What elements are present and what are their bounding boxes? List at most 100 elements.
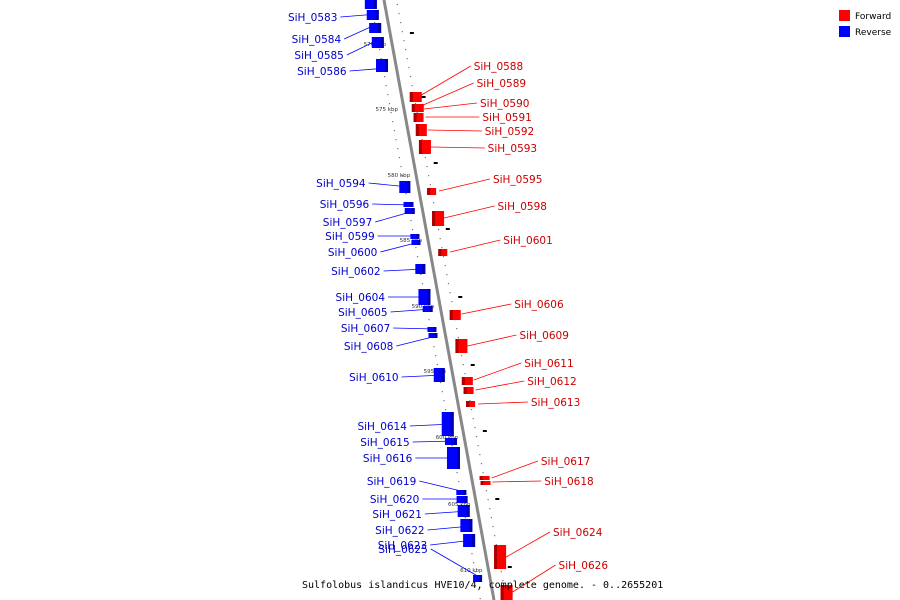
dot [395, 139, 397, 141]
leader-line [375, 210, 414, 223]
dot [492, 526, 494, 528]
gene-forward-shade [494, 545, 498, 569]
gene-reverse-shade [479, 575, 483, 582]
gene-forward-shade [415, 124, 419, 136]
gene-label-reverse[interactable]: SiH_0625 [378, 544, 427, 556]
gene-label-reverse[interactable]: SiH_0607 [341, 323, 390, 335]
gene-label-forward[interactable]: SiH_0626 [559, 560, 609, 572]
gene-label-reverse[interactable]: SiH_0597 [323, 217, 372, 229]
gene-label-forward[interactable]: SiH_0618 [544, 476, 593, 488]
dot [396, 4, 398, 6]
dot [446, 274, 448, 276]
dot [443, 400, 445, 402]
gene-label-forward[interactable]: SiH_0609 [519, 330, 568, 342]
gene-label-forward[interactable]: SiH_0595 [493, 174, 542, 186]
tick-dash [482, 430, 487, 432]
gene-label-reverse[interactable]: SiH_0602 [331, 266, 380, 278]
gene-label-reverse[interactable]: SiH_0619 [367, 476, 416, 488]
tick-dash [458, 296, 463, 298]
tick-label: 580 kbp [388, 173, 411, 179]
dot [440, 382, 442, 384]
gene-reverse-shade [378, 23, 382, 33]
dot [403, 40, 405, 42]
gene-label-reverse[interactable]: SiH_0585 [294, 50, 343, 62]
gene-forward-shade [466, 401, 470, 407]
gene-label-reverse[interactable]: SiH_0610 [349, 372, 398, 384]
leader-line [473, 362, 522, 381]
gene-label-reverse[interactable]: SiH_0594 [316, 178, 366, 190]
gene-label-reverse[interactable]: SiH_0599 [325, 231, 374, 243]
gene-reverse-shade [385, 59, 389, 72]
gene-label-forward[interactable]: SiH_0591 [482, 112, 531, 124]
dot [475, 436, 478, 438]
leader-line [512, 564, 556, 593]
leader-line [423, 102, 478, 110]
gene-label-reverse[interactable]: SiH_0623 [378, 540, 427, 552]
dot [471, 553, 473, 555]
gene-label-reverse[interactable]: SiH_0583 [288, 12, 337, 24]
dot [415, 247, 417, 249]
gene-label-reverse[interactable]: SiH_0614 [357, 421, 407, 433]
gene-reverse [404, 208, 415, 214]
gene-forward-shade [455, 339, 459, 353]
gene-label-forward[interactable]: SiH_0617 [541, 456, 590, 468]
gene-label-forward[interactable]: SiH_0598 [498, 201, 547, 213]
dot [479, 598, 481, 600]
gene-label-forward[interactable]: SiH_0624 [553, 527, 603, 539]
gene-forward [480, 481, 491, 485]
gene-reverse [427, 327, 437, 332]
gene-label-reverse[interactable]: SiH_0620 [370, 494, 419, 506]
gene-reverse [399, 181, 411, 193]
gene-forward-shade [500, 585, 504, 600]
legend: Forward Reverse [839, 10, 892, 38]
gene-reverse-shade [434, 333, 438, 338]
dot [469, 400, 471, 402]
leader-line [396, 335, 437, 347]
gene-label-reverse[interactable]: SiH_0608 [344, 341, 393, 353]
gene-forward [438, 249, 448, 256]
gene-label-forward[interactable]: SiH_0613 [531, 397, 580, 409]
dot [473, 562, 475, 564]
dot [421, 139, 423, 141]
dot [480, 463, 483, 465]
dot [390, 112, 392, 114]
tick-dash [445, 228, 450, 230]
gene-label-forward[interactable]: SiH_0612 [527, 376, 576, 388]
leader-line [491, 460, 539, 479]
gene-label-forward[interactable]: SiH_0611 [524, 358, 573, 370]
leader-line [409, 423, 453, 427]
dot [494, 535, 496, 537]
dot [405, 193, 407, 195]
gene-label-forward[interactable]: SiH_0589 [477, 78, 526, 90]
gene-label-forward[interactable]: SiH_0590 [480, 98, 529, 110]
gene-label-forward[interactable]: SiH_0593 [488, 143, 537, 155]
gene-label-forward[interactable]: SiH_0606 [514, 299, 564, 311]
gene-forward [466, 401, 476, 407]
leader-line [340, 13, 378, 18]
gene-label-reverse[interactable]: SiH_0605 [338, 307, 387, 319]
gene-label-forward[interactable]: SiH_0601 [503, 235, 552, 247]
dot [435, 355, 437, 357]
gene-label-reverse[interactable]: SiH_0596 [320, 199, 370, 211]
dot [461, 355, 463, 357]
dot [404, 49, 407, 51]
gene-label-reverse[interactable]: SiH_0615 [360, 437, 409, 449]
dot [433, 202, 435, 204]
gene-label-forward[interactable]: SiH_0592 [485, 126, 534, 138]
dot [374, 22, 376, 24]
gene-label-reverse[interactable]: SiH_0604 [336, 292, 386, 304]
gene-label-reverse[interactable]: SiH_0586 [297, 66, 347, 78]
gene-label-reverse[interactable]: SiH_0584 [292, 34, 342, 46]
dot [400, 166, 402, 168]
gene-label-forward[interactable]: SiH_0588 [474, 61, 523, 73]
gene-reverse-shade [380, 37, 384, 48]
gene-label-reverse[interactable]: SiH_0616 [363, 453, 413, 465]
dot [490, 517, 492, 519]
gene-label-reverse[interactable]: SiH_0622 [375, 525, 424, 537]
tick-dash [421, 96, 426, 98]
gene-label-reverse[interactable]: SiH_0621 [372, 509, 421, 521]
gene-reverse-shade [433, 327, 437, 332]
dot [421, 283, 424, 285]
gene-label-reverse[interactable]: SiH_0600 [328, 247, 377, 259]
